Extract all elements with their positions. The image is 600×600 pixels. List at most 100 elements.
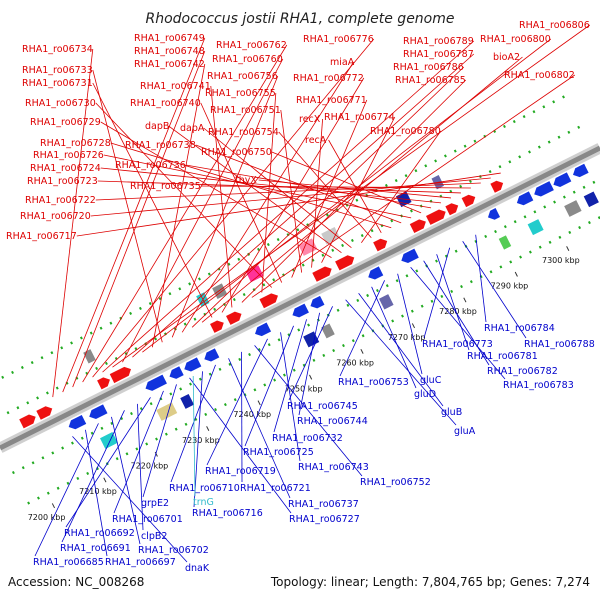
ruler-tick-6 — [360, 348, 364, 354]
forward-label-43: RHA1_ro06722 — [25, 195, 96, 206]
forward-gene-23 — [445, 203, 459, 216]
forward-leader-45 — [76, 172, 501, 237]
reverse-leader-26 — [137, 403, 144, 531]
forward-label-37: RHA1_ro06750 — [201, 147, 272, 158]
reverse-leader-6 — [397, 273, 423, 375]
ruler-label-1: 7210 kbp — [79, 487, 117, 496]
ruler-label-5: 7250 kbp — [285, 384, 323, 393]
forward-gene-0 — [19, 414, 36, 429]
reverse-leader-1 — [462, 241, 527, 339]
reverse-leader-16 — [206, 338, 268, 466]
forward-leader-11 — [92, 69, 163, 343]
forward-label-19: RHA1_ro06785 — [395, 75, 466, 86]
reverse-label-14: RHA1_ro06725 — [243, 447, 314, 458]
forward-gene-4 — [97, 377, 110, 390]
cog-box-3 — [99, 432, 118, 449]
cog-track-0 — [0, 91, 573, 381]
reverse-gene-29 — [553, 172, 572, 187]
ruler-tick-9 — [514, 271, 518, 277]
forward-label-29: dapB — [145, 121, 169, 132]
accession-text: Accession: NC_008268 — [8, 575, 144, 589]
forward-gene-26 — [490, 180, 504, 193]
forward-label-34: RHA1_ro06728 — [40, 138, 111, 149]
reverse-leader-9 — [358, 293, 444, 407]
reverse-gene-labels: RHA1_ro06784RHA1_ro06788RHA1_ro06773RHA1… — [33, 234, 595, 574]
cog-track-3 — [27, 215, 600, 505]
forward-label-40: thyX — [235, 175, 257, 186]
forward-label-28: RHA1_ro06729 — [30, 117, 101, 128]
reverse-label-30: RHA1_ro06697 — [105, 557, 176, 568]
forward-leader-42 — [200, 185, 471, 189]
reverse-label-23: grpE2 — [141, 498, 169, 509]
reverse-leader-7 — [339, 280, 385, 377]
forward-leader-12 — [171, 75, 279, 338]
forward-gene-13 — [259, 293, 278, 309]
forward-label-32: RHA1_ro06754 — [208, 127, 279, 138]
forward-label-1: RHA1_ro06749 — [134, 33, 205, 44]
reverse-leader-15 — [280, 332, 301, 462]
forward-label-23: RHA1_ro06740 — [130, 98, 201, 109]
forward-label-13: miaA — [330, 57, 355, 68]
reverse-leader-28 — [111, 416, 141, 545]
cog-box-15 — [321, 323, 335, 339]
forward-label-30: dapA — [180, 123, 205, 134]
reverse-leader-10 — [345, 299, 457, 426]
reverse-leader-12 — [298, 312, 320, 416]
reverse-gene-3 — [89, 404, 108, 420]
reverse-label-7: RHA1_ro06753 — [338, 377, 409, 388]
forward-label-20: RHA1_ro06802 — [504, 70, 575, 81]
cog-box-27 — [527, 219, 544, 236]
reverse-label-21: RHA1_ro06716 — [192, 508, 263, 519]
forward-leader-41 — [97, 180, 461, 194]
reverse-leader-3 — [436, 254, 470, 351]
cog-box-29 — [564, 200, 582, 217]
forward-gene-1 — [36, 406, 53, 420]
rna-leader-0 — [192, 375, 196, 497]
reverse-leader-5 — [410, 267, 506, 380]
reverse-gene-18 — [368, 266, 384, 280]
ruler-tick-0 — [51, 503, 56, 509]
reverse-label-24: RHA1_ro06701 — [112, 514, 183, 525]
forward-label-2: RHA1_ro06748 — [134, 46, 205, 57]
forward-leader-7 — [122, 58, 284, 363]
reverse-gene-14 — [292, 303, 309, 318]
reverse-gene-25 — [487, 208, 501, 220]
reverse-leader-0 — [475, 234, 487, 323]
reverse-leader-30 — [85, 429, 108, 557]
forward-label-39: RHA1_ro06724 — [30, 163, 101, 174]
forward-label-14: RHA1_ro06786 — [393, 62, 464, 73]
reverse-label-17: RHA1_ro06752 — [360, 477, 431, 488]
forward-leader-5 — [102, 40, 475, 373]
cog-box-30 — [583, 191, 599, 208]
reverse-gene-27 — [516, 191, 534, 206]
forward-leader-3 — [82, 44, 288, 383]
cog-box-25 — [498, 235, 512, 250]
ruler-tick-7 — [411, 323, 416, 329]
reverse-label-22: RHA1_ro06727 — [289, 514, 360, 525]
chromosome-backbone — [0, 143, 600, 453]
reverse-leader-21 — [193, 371, 203, 508]
forward-label-7: RHA1_ro06760 — [212, 54, 283, 65]
reverse-label-26: clpB2 — [141, 531, 167, 542]
forward-leader-2 — [72, 50, 206, 388]
forward-leader-28 — [100, 121, 332, 259]
reverse-label-2: RHA1_ro06773 — [422, 339, 493, 350]
topology-summary: Topology: linear; Length: 7,804,765 bp; … — [270, 575, 590, 589]
reverse-leader-19 — [228, 358, 291, 499]
forward-leader-32 — [278, 131, 372, 239]
forward-label-25: RHA1_ro06751 — [210, 105, 281, 116]
forward-gene-21 — [409, 219, 426, 234]
forward-leader-30 — [203, 127, 352, 249]
forward-gene-19 — [373, 238, 388, 252]
ruler-label-3: 7230 kbp — [182, 436, 220, 445]
forward-leader-6 — [112, 24, 591, 368]
forward-gene-11 — [226, 311, 242, 325]
reverse-leader-11 — [288, 306, 333, 401]
forward-label-42: RHA1_ro06735 — [130, 181, 201, 192]
forward-label-31: RHA1_ro06780 — [370, 126, 441, 137]
reverse-label-13: RHA1_ro06732 — [272, 433, 343, 444]
reverse-label-28: RHA1_ro06702 — [138, 545, 209, 556]
forward-leader-0 — [52, 48, 94, 398]
forward-leader-1 — [62, 37, 206, 393]
